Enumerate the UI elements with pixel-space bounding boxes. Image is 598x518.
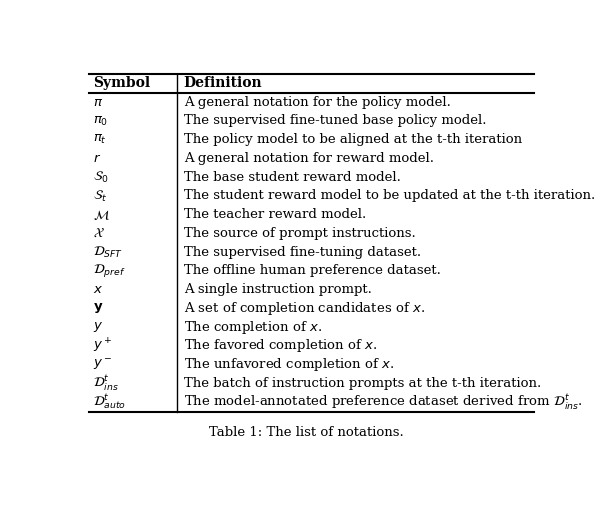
Text: $\mathcal{D}_{ins}^{t}$: $\mathcal{D}_{ins}^{t}$ xyxy=(93,374,119,393)
Text: $\mathcal{S}_0$: $\mathcal{S}_0$ xyxy=(93,170,109,185)
Text: Table 1: The list of notations.: Table 1: The list of notations. xyxy=(209,425,404,439)
Text: $r$: $r$ xyxy=(93,152,102,165)
Text: $\mathcal{X}$: $\mathcal{X}$ xyxy=(93,227,105,240)
Text: $\mathcal{D}_{pref}$: $\mathcal{D}_{pref}$ xyxy=(93,263,126,280)
Text: $\mathbf{y}$: $\mathbf{y}$ xyxy=(93,301,103,315)
Text: $y^-$: $y^-$ xyxy=(93,357,112,372)
Text: $\pi$: $\pi$ xyxy=(93,96,103,109)
Text: $y^+$: $y^+$ xyxy=(93,337,112,355)
Text: A general notation for reward model.: A general notation for reward model. xyxy=(184,152,434,165)
Text: The offline human preference dataset.: The offline human preference dataset. xyxy=(184,265,441,278)
Text: A general notation for the policy model.: A general notation for the policy model. xyxy=(184,96,450,109)
Text: The favored completion of $x$.: The favored completion of $x$. xyxy=(184,337,377,354)
Text: Definition: Definition xyxy=(184,77,263,91)
Text: The source of prompt instructions.: The source of prompt instructions. xyxy=(184,227,416,240)
Text: $\pi_0$: $\pi_0$ xyxy=(93,114,108,127)
Text: The model-annotated preference dataset derived from $\mathcal{D}_{ins}^t$.: The model-annotated preference dataset d… xyxy=(184,393,582,412)
Text: A single instruction prompt.: A single instruction prompt. xyxy=(184,283,371,296)
Text: A set of completion candidates of $x$.: A set of completion candidates of $x$. xyxy=(184,300,425,317)
Text: The teacher reward model.: The teacher reward model. xyxy=(184,208,366,221)
Text: Symbol: Symbol xyxy=(93,77,151,91)
Text: The supervised fine-tuned base policy model.: The supervised fine-tuned base policy mo… xyxy=(184,114,486,127)
Text: The unfavored completion of $x$.: The unfavored completion of $x$. xyxy=(184,356,394,373)
Text: $\mathcal{D}_{auto}^{t}$: $\mathcal{D}_{auto}^{t}$ xyxy=(93,393,126,412)
Text: $\mathcal{S}_t$: $\mathcal{S}_t$ xyxy=(93,189,108,204)
Text: $x$: $x$ xyxy=(93,283,103,296)
Text: $\mathcal{M}$: $\mathcal{M}$ xyxy=(93,208,110,222)
Text: The base student reward model.: The base student reward model. xyxy=(184,171,401,184)
Text: The supervised fine-tuning dataset.: The supervised fine-tuning dataset. xyxy=(184,246,421,258)
Text: The batch of instruction prompts at the t-th iteration.: The batch of instruction prompts at the … xyxy=(184,377,541,390)
Text: $y$: $y$ xyxy=(93,320,103,334)
Text: $\pi_t$: $\pi_t$ xyxy=(93,133,107,146)
Text: The student reward model to be updated at the t-th iteration.: The student reward model to be updated a… xyxy=(184,190,595,203)
Text: $\mathcal{D}_{SFT}$: $\mathcal{D}_{SFT}$ xyxy=(93,244,124,260)
Text: The policy model to be aligned at the t-th iteration: The policy model to be aligned at the t-… xyxy=(184,133,522,146)
Text: The completion of $x$.: The completion of $x$. xyxy=(184,319,322,336)
